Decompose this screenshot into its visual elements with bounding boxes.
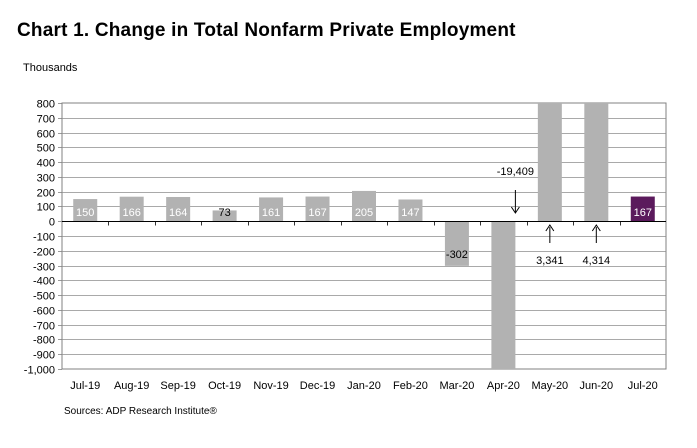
y-tick-label: 200 [37, 188, 55, 200]
y-axis-units-label: Thousands [23, 62, 78, 74]
data-label: 3,341 [536, 255, 564, 267]
chart-title: Chart 1. Change in Total Nonfarm Private… [17, 20, 516, 41]
y-tick-label: 0 [49, 217, 55, 229]
y-tick-label: -800 [33, 335, 55, 347]
bar-Oct-19 [212, 210, 237, 222]
bar-Aug-19 [119, 196, 144, 222]
y-tick-label: 400 [37, 158, 55, 170]
bar-Apr-20 [491, 221, 516, 369]
data-label: 167 [308, 207, 326, 219]
source-note: Sources: ADP Research Institute® [64, 406, 217, 417]
data-label: 161 [262, 207, 280, 219]
x-tick-label: Feb-20 [393, 380, 428, 392]
x-tick-label: Mar-20 [440, 380, 475, 392]
x-tick-label: Jul-19 [70, 380, 100, 392]
y-tick-label: -400 [33, 276, 55, 288]
x-tick-label: May-20 [532, 380, 569, 392]
y-tick-label: 500 [37, 143, 55, 155]
bar-May-20 [537, 103, 562, 222]
data-label: 147 [401, 207, 419, 219]
data-label: 167 [634, 207, 652, 219]
y-tick-label: -1,000 [24, 365, 55, 377]
y-tick-label: -200 [33, 247, 55, 259]
y-tick-label: 600 [37, 129, 55, 141]
y-tick-label: 300 [37, 173, 55, 185]
x-tick-label: Jun-20 [579, 380, 613, 392]
x-tick-label: Nov-19 [253, 380, 288, 392]
data-label: 150 [76, 207, 94, 219]
bar-Jan-20 [352, 190, 376, 222]
data-label: 4,314 [583, 255, 611, 267]
y-tick-label: -900 [33, 350, 55, 362]
bar-Dec-19 [305, 196, 330, 222]
bar-Feb-20 [398, 199, 423, 222]
annotations: 150 166 164 73 161 167 205 147 -302 -19,409 3,341 4… [76, 166, 652, 267]
arrow-head [510, 206, 520, 214]
x-tick-label: Jan-20 [347, 380, 381, 392]
y-tick-label: -100 [33, 232, 55, 244]
bar-Jul-20 [630, 196, 655, 222]
x-tick-label: Oct-19 [208, 380, 241, 392]
bar-Nov-19 [259, 197, 284, 222]
data-label: -302 [446, 249, 468, 261]
y-tick-label: -600 [33, 306, 55, 318]
x-tick-label: Jul-20 [628, 380, 658, 392]
bar-Jun-20 [584, 103, 609, 222]
x-tick-label: Aug-19 [114, 380, 149, 392]
plot-area [61, 102, 667, 370]
y-tick-label: -300 [33, 262, 55, 274]
data-label: 164 [169, 207, 187, 219]
y-tick-label: 100 [37, 202, 55, 214]
arrow-head [545, 224, 555, 232]
x-tick-label: Dec-19 [300, 380, 335, 392]
bar-Jul-19 [73, 199, 98, 222]
data-label: -19,409 [497, 166, 534, 178]
data-label: 73 [218, 207, 230, 219]
y-axis: 800 700 600 500 400 300 200 100 0 -100 -200 -300 -40… [24, 99, 62, 377]
bar-Mar-20 [444, 221, 469, 266]
data-label: 166 [123, 207, 141, 219]
arrow-head [591, 224, 601, 232]
bars [73, 103, 655, 369]
x-tick-label: Apr-20 [487, 380, 520, 392]
x-axis: Jul-19 Aug-19 Sep-19 Oct-19 Nov-19 Dec-19 Jan-… [62, 221, 666, 392]
y-tick-label: 800 [37, 99, 55, 111]
y-tick-label: -700 [33, 321, 55, 333]
y-tick-label: -500 [33, 291, 55, 303]
x-tick-label: Sep-19 [160, 380, 195, 392]
y-tick-label: 700 [37, 114, 55, 126]
bar-Sep-19 [166, 196, 191, 222]
data-label: 205 [355, 207, 373, 219]
